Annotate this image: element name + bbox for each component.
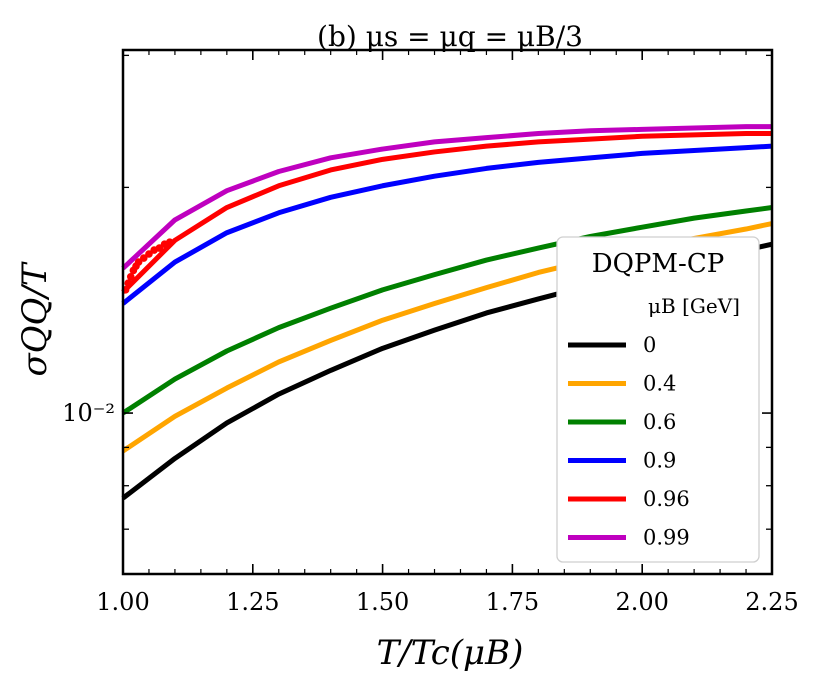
series-marker-4-11 xyxy=(165,238,174,247)
x-tick-label-2: 1.50 xyxy=(356,588,409,616)
plot-frame xyxy=(121,48,774,576)
chart-title: (b) μs = μq = μB/3 xyxy=(317,20,583,53)
legend-label-1: 0.4 xyxy=(643,372,676,396)
series-marker-4-1 xyxy=(124,279,132,288)
legend-label-5: 0.99 xyxy=(643,526,690,550)
x-axis-title: T/Tc(μB) xyxy=(377,633,524,673)
x-tick-label-4: 2.00 xyxy=(615,588,668,616)
x-tick-label-3: 1.75 xyxy=(486,588,539,616)
series-marker-4-6 xyxy=(139,254,148,262)
x-tick-label-1: 1.25 xyxy=(226,588,279,616)
legend-subtitle: μB [GeV] xyxy=(648,294,740,318)
x-tick-label-5: 2.25 xyxy=(745,588,798,616)
legend-box xyxy=(556,236,760,563)
legend-label-4: 0.96 xyxy=(643,487,690,511)
series-marker-4-5 xyxy=(134,258,143,266)
legend-title: DQPM-CP xyxy=(592,249,724,279)
legend-label-2: 0.6 xyxy=(643,410,676,434)
series-marker-4-2 xyxy=(126,272,135,281)
series-line-5 xyxy=(121,124,772,271)
legend: DQPM-CP μB [GeV] 0 0.4 0.6 0.9 0.96 0.99 xyxy=(556,236,760,563)
series-marker-4-7 xyxy=(145,250,153,258)
y-tick-label-0: 10⁻² xyxy=(62,399,115,427)
series-line-2 xyxy=(121,205,773,416)
legend-label-3: 0.9 xyxy=(643,449,676,473)
legend-label-0: 0 xyxy=(643,333,656,357)
series-marker-4-9 xyxy=(155,244,164,252)
series-line-4 xyxy=(121,131,772,294)
series-line-3 xyxy=(121,143,773,306)
axes: 1.00 1.25 1.50 1.75 2.00 2.25 10⁻² xyxy=(62,48,799,616)
x-tick-label-0: 1.00 xyxy=(96,588,149,616)
legend-items: 0 0.4 0.6 0.9 0.96 0.99 xyxy=(568,333,690,550)
y-axis-title: σQQ/T xyxy=(15,261,55,376)
